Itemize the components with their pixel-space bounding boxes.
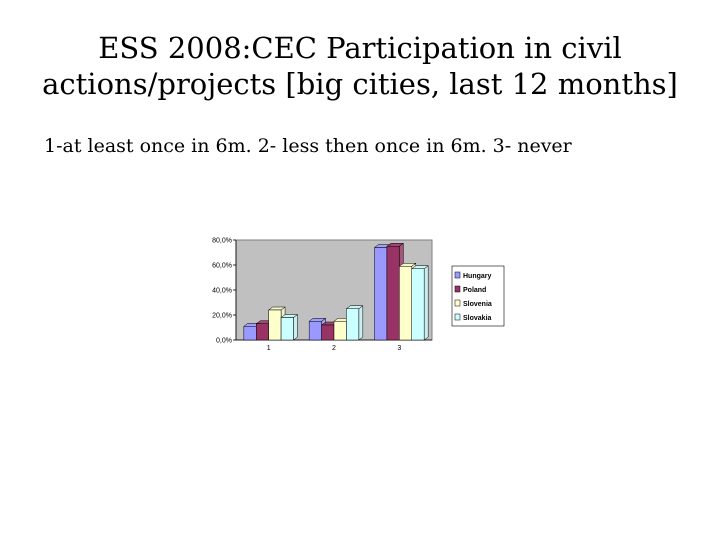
bar-hungary-1 — [243, 326, 257, 341]
bar-hungary-3 — [374, 247, 388, 341]
bar-slovakia-3 — [411, 268, 425, 341]
bar-slovenia-1 — [268, 309, 282, 341]
slide-title-line-2: actions/projects [big cities, last 12 mo… — [42, 67, 678, 101]
bar-slovakia-2 — [346, 308, 360, 341]
bar-slovakia-2-side — [358, 305, 364, 341]
bar-slovakia-3-side — [423, 265, 429, 341]
legend-swatch-slovenia — [454, 299, 461, 307]
bar-slovenia-2 — [333, 321, 347, 341]
x-tick-label: 1 — [267, 345, 271, 350]
bar-slovakia-1-side — [293, 314, 298, 341]
slide-subtitle: 1-at least once in 6m. 2- less then once… — [44, 135, 572, 157]
legend-swatch-hungary — [454, 271, 461, 279]
legend-swatch-poland — [454, 285, 461, 293]
bar-hungary-2 — [308, 321, 322, 341]
bar-poland-2 — [321, 324, 335, 341]
bar-slovenia-3 — [399, 266, 412, 341]
legend-label-slovenia: Slovenia — [463, 301, 492, 308]
legend-label-hungary: Hungary — [463, 273, 492, 280]
y-tick-label: 60,0% — [212, 263, 232, 270]
bar-poland-3 — [386, 246, 400, 341]
legend-label-poland: Poland — [463, 287, 486, 294]
slide-title: ESS 2008:CEC Participation in civil acti… — [30, 30, 690, 102]
x-tick-label: 3 — [397, 345, 401, 350]
y-tick-label: 0,0% — [216, 338, 232, 345]
bar-chart: 0,0% 20,0% 40,0% 60,0% 80,0% 1 2 3 Hungary Poland… — [212, 238, 505, 350]
bar-poland-1 — [256, 323, 269, 341]
slide-title-line-1: ESS 2008:CEC Participation in civil — [98, 31, 622, 65]
y-tick-label: 20,0% — [212, 313, 232, 320]
legend — [451, 265, 505, 327]
y-tick-label: 40,0% — [212, 288, 232, 295]
y-tick-label: 80,0% — [212, 238, 232, 245]
x-tick-label: 2 — [332, 345, 336, 350]
legend-label-slovakia: Slovakia — [463, 315, 492, 322]
legend-swatch-slovakia — [454, 313, 461, 321]
bar-slovakia-1 — [280, 317, 294, 341]
